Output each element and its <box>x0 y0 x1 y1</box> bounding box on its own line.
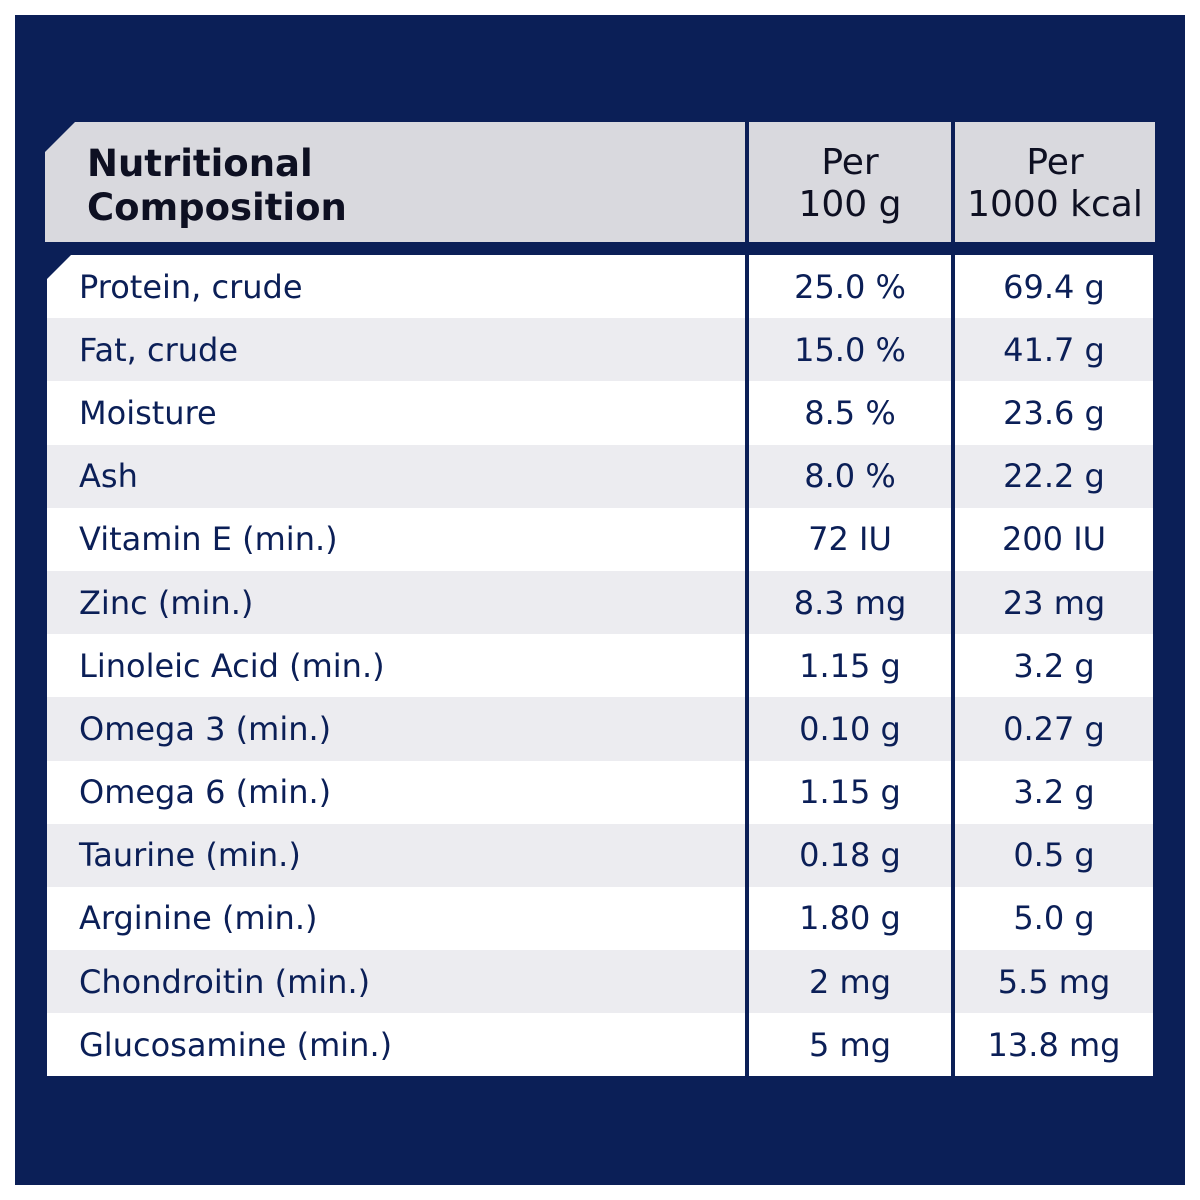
value-per-1000kcal: 0.5 g <box>955 823 1153 887</box>
value-per-100g: 8.3 mg <box>749 570 951 635</box>
table-body: Protein, crude Fat, crude Moisture Ash Vitam… <box>47 255 1153 1077</box>
nutrient-name: Omega 3 (min.) <box>47 697 745 761</box>
value-per-100g: 8.5 % <box>749 381 951 445</box>
value-per-100g: 8.0 % <box>749 444 951 508</box>
nutrient-name: Zinc (min.) <box>47 570 745 635</box>
value-per-1000kcal: 3.2 g <box>955 760 1153 824</box>
per-1000kcal-column: 69.4 g 41.7 g 23.6 g 22.2 g 200 IU 23 mg 3.2 g… <box>955 255 1153 1077</box>
nutrient-name: Ash <box>47 444 745 508</box>
header-line: 1000 kcal <box>967 184 1143 225</box>
nutrient-name: Taurine (min.) <box>47 823 745 887</box>
value-per-1000kcal: 23 mg <box>955 570 1153 635</box>
value-per-1000kcal: 13.8 mg <box>955 1013 1153 1077</box>
value-per-100g: 25.0 % <box>749 255 951 319</box>
header-line: Per <box>1026 142 1084 183</box>
value-per-1000kcal: 3.2 g <box>955 634 1153 698</box>
value-per-1000kcal: 5.5 mg <box>955 950 1153 1014</box>
nutrient-name: Glucosamine (min.) <box>47 1013 745 1077</box>
value-per-100g: 0.18 g <box>749 823 951 887</box>
nutrient-name: Vitamin E (min.) <box>47 507 745 571</box>
value-per-100g: 1.15 g <box>749 760 951 824</box>
nutrient-name: Arginine (min.) <box>47 886 745 951</box>
value-per-100g: 72 IU <box>749 507 951 571</box>
value-per-1000kcal: 200 IU <box>955 507 1153 571</box>
header-per-100g: Per 100 g <box>749 122 951 242</box>
table-title: Nutritional Composition <box>87 142 347 230</box>
nutrient-name: Chondroitin (min.) <box>47 950 745 1014</box>
title-line: Composition <box>87 186 347 229</box>
value-per-100g: 0.10 g <box>749 697 951 761</box>
value-per-100g: 5 mg <box>749 1013 951 1077</box>
value-per-100g: 2 mg <box>749 950 951 1014</box>
header-per-1000kcal: Per 1000 kcal <box>955 122 1155 242</box>
value-per-1000kcal: 22.2 g <box>955 444 1153 508</box>
nutrient-name: Linoleic Acid (min.) <box>47 634 745 698</box>
header-line: Per <box>821 142 879 183</box>
nutrient-name: Moisture <box>47 381 745 445</box>
nutrient-name: Fat, crude <box>47 318 745 382</box>
header-nutrient: Nutritional Composition <box>45 122 745 242</box>
value-per-1000kcal: 0.27 g <box>955 697 1153 761</box>
title-line: Nutritional <box>87 142 313 185</box>
nutrient-column: Protein, crude Fat, crude Moisture Ash Vitam… <box>47 255 745 1077</box>
nutrient-name: Protein, crude <box>47 255 745 319</box>
value-per-1000kcal: 69.4 g <box>955 255 1153 319</box>
value-per-1000kcal: 23.6 g <box>955 381 1153 445</box>
value-per-100g: 15.0 % <box>749 318 951 382</box>
value-per-1000kcal: 41.7 g <box>955 318 1153 382</box>
value-per-1000kcal: 5.0 g <box>955 886 1153 951</box>
value-per-100g: 1.15 g <box>749 634 951 698</box>
header-line: 100 g <box>798 184 902 225</box>
value-per-100g: 1.80 g <box>749 886 951 951</box>
nutrient-name: Omega 6 (min.) <box>47 760 745 824</box>
